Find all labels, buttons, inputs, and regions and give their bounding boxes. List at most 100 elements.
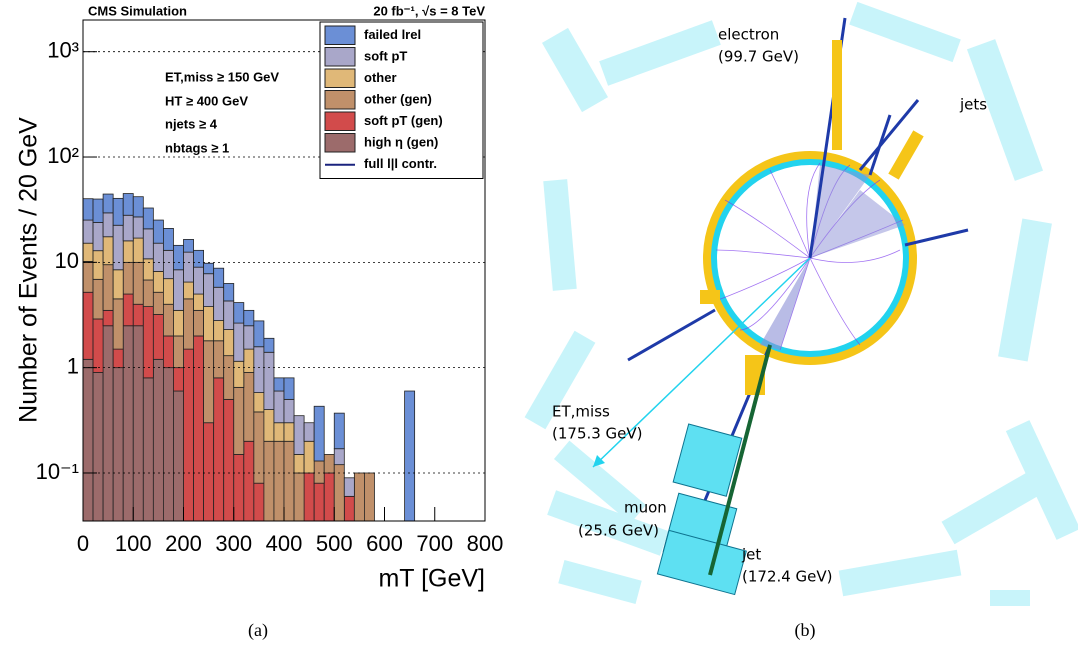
bar-segment bbox=[142, 279, 154, 307]
bar-segment bbox=[313, 460, 325, 484]
bar-segment bbox=[283, 422, 295, 442]
bar-segment bbox=[233, 386, 245, 455]
bar-segment bbox=[203, 340, 215, 424]
bar-segment bbox=[122, 193, 134, 216]
legend-swatch bbox=[324, 133, 356, 153]
bar-segment bbox=[152, 219, 164, 244]
bar-segment bbox=[213, 286, 225, 321]
bar-segment bbox=[132, 196, 144, 218]
bar-segment bbox=[152, 242, 164, 272]
bar-segment bbox=[162, 278, 174, 305]
legend-label: soft pT bbox=[364, 49, 407, 64]
bar-segment bbox=[112, 298, 124, 350]
bar-segment bbox=[243, 440, 255, 521]
legend-label: other bbox=[364, 70, 397, 85]
bar-segment bbox=[83, 291, 94, 360]
bar-segment bbox=[132, 237, 144, 263]
bar-segment bbox=[162, 367, 174, 521]
y-tick-label: 10 bbox=[55, 248, 79, 273]
event-label: electron bbox=[718, 26, 779, 44]
event-label: (99.7 GeV) bbox=[718, 48, 799, 66]
bar-segment bbox=[313, 405, 325, 462]
bar-segment bbox=[183, 239, 194, 253]
legend-label: soft pT (gen) bbox=[364, 113, 443, 128]
bar-segment bbox=[253, 346, 265, 393]
event-display bbox=[524, 1, 1078, 606]
bar-segment bbox=[293, 415, 305, 455]
bar-segment bbox=[83, 198, 94, 221]
bar-segment bbox=[132, 303, 144, 327]
bar-segment bbox=[152, 314, 164, 360]
bar-segment bbox=[303, 472, 315, 521]
bar-segment bbox=[102, 236, 114, 266]
bar-segment bbox=[223, 398, 235, 521]
bar-segment bbox=[213, 267, 225, 288]
bar-segment bbox=[112, 197, 124, 226]
bar-segment bbox=[243, 309, 255, 327]
bar-segment bbox=[122, 240, 134, 263]
x-tick-label: 200 bbox=[165, 531, 202, 556]
annotation: njets ≥ 4 bbox=[165, 116, 218, 131]
bar-segment bbox=[102, 325, 114, 521]
bar-segment bbox=[102, 264, 114, 311]
event-label: (172.4 GeV) bbox=[742, 568, 833, 586]
bar-segment bbox=[223, 300, 235, 330]
x-tick-label: 0 bbox=[77, 531, 89, 556]
bar-segment bbox=[193, 266, 205, 295]
bar-segment bbox=[83, 261, 94, 293]
bar-segment bbox=[263, 440, 275, 521]
bar-segment bbox=[253, 411, 265, 484]
bar-segment bbox=[203, 262, 215, 275]
y-tick-label: 10² bbox=[47, 143, 79, 168]
bar-segment bbox=[293, 472, 305, 521]
y-tick-label: 1 bbox=[67, 353, 79, 378]
bar-segment bbox=[122, 214, 134, 242]
bar-segment bbox=[263, 351, 275, 410]
bar-segment bbox=[353, 472, 365, 521]
caption: (a) bbox=[248, 620, 268, 641]
chart-title: CMS Simulation bbox=[88, 3, 187, 18]
plot-area bbox=[83, 193, 416, 521]
bar-segment bbox=[283, 440, 295, 521]
bar-segment bbox=[223, 283, 235, 302]
bar-segment bbox=[223, 329, 235, 357]
legend-swatch bbox=[324, 25, 356, 45]
legend-swatch bbox=[324, 111, 356, 131]
bar-segment bbox=[83, 242, 94, 262]
bar-segment bbox=[323, 472, 335, 521]
x-tick-label: 600 bbox=[366, 531, 403, 556]
bar-segment bbox=[112, 367, 124, 521]
event-label: (175.3 GeV) bbox=[552, 425, 643, 443]
bar-segment bbox=[142, 377, 154, 521]
bar-segment bbox=[173, 390, 184, 521]
bar-segment bbox=[92, 198, 104, 223]
bar-segment bbox=[333, 412, 345, 450]
x-tick-label: 300 bbox=[215, 531, 252, 556]
event-label: jets bbox=[959, 96, 987, 114]
bar-segment bbox=[343, 477, 355, 497]
event-label: muon bbox=[624, 499, 667, 517]
legend-label: full l|l contr. bbox=[364, 156, 437, 171]
x-tick-label: 800 bbox=[467, 531, 504, 556]
bar-segment bbox=[203, 306, 215, 342]
bar-segment bbox=[223, 355, 235, 400]
chart-subtitle: 20 fb⁻¹, √s = 8 TeV bbox=[373, 3, 485, 18]
bar-segment bbox=[183, 281, 194, 300]
bar-segment bbox=[273, 377, 285, 392]
bar-segment bbox=[263, 337, 275, 353]
bar-segment bbox=[193, 335, 205, 521]
bar-segment bbox=[162, 249, 174, 280]
bar-segment bbox=[92, 222, 104, 252]
bar-segment bbox=[293, 454, 305, 474]
bar-segment bbox=[253, 320, 265, 348]
bar-segment bbox=[132, 261, 144, 305]
event-label: jet bbox=[741, 546, 761, 564]
bar-segment bbox=[142, 306, 154, 379]
bar-segment bbox=[173, 335, 184, 369]
bar-segment bbox=[253, 482, 265, 521]
bar-segment bbox=[183, 251, 194, 283]
bar-segment bbox=[102, 212, 114, 238]
bar-segment bbox=[152, 271, 164, 293]
event-label: (25.6 GeV) bbox=[578, 522, 659, 540]
